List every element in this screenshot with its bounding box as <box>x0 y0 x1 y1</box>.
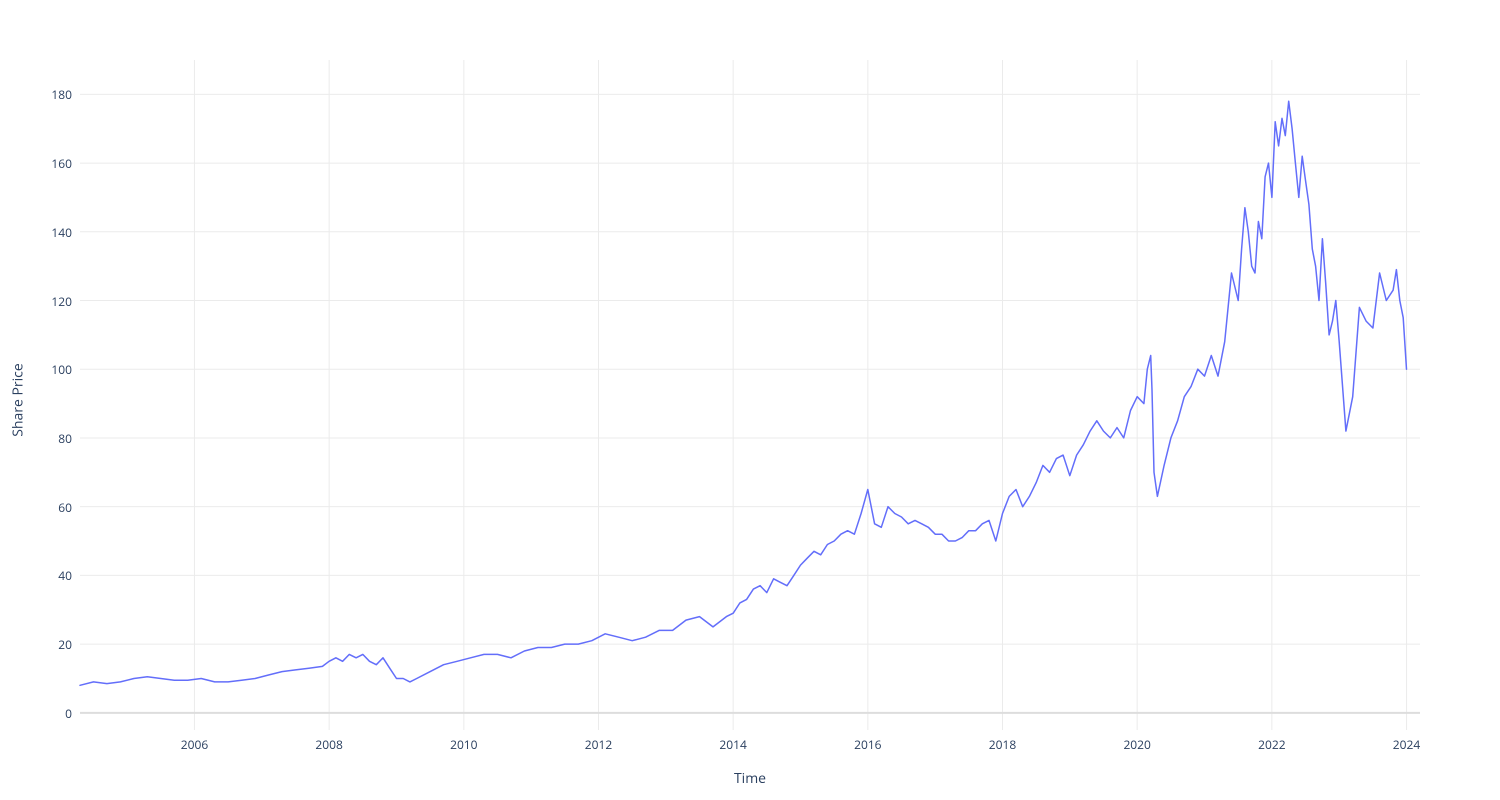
x-tick-label: 2024 <box>1393 736 1420 753</box>
y-tick-label: 60 <box>58 499 72 516</box>
y-tick-label: 20 <box>58 636 72 653</box>
x-tick-label: 2010 <box>450 736 477 753</box>
x-tick-label: 2008 <box>315 736 342 753</box>
x-tick-label: 2020 <box>1123 736 1150 753</box>
x-tick-label: 2006 <box>181 736 208 753</box>
y-tick-label: 100 <box>51 361 72 378</box>
x-tick-label: 2012 <box>585 736 612 753</box>
x-tick-label: 2016 <box>854 736 881 753</box>
y-tick-label: 0 <box>65 705 72 722</box>
x-tick-label: 2014 <box>719 736 746 753</box>
y-tick-label: 180 <box>51 86 72 103</box>
plot-svg <box>0 0 1500 800</box>
y-tick-label: 120 <box>51 293 72 310</box>
x-axis-label: Time <box>734 769 766 788</box>
y-tick-label: 40 <box>58 567 72 584</box>
y-tick-label: 80 <box>58 430 72 447</box>
y-axis-label: Share Price <box>9 363 28 437</box>
price-chart: Share Price Time 0 20 40 60 80 100 120 140 160 18… <box>0 0 1500 800</box>
x-tick-label: 2018 <box>989 736 1016 753</box>
x-tick-label: 2022 <box>1258 736 1285 753</box>
y-tick-label: 160 <box>51 155 72 172</box>
y-tick-label: 140 <box>51 224 72 241</box>
